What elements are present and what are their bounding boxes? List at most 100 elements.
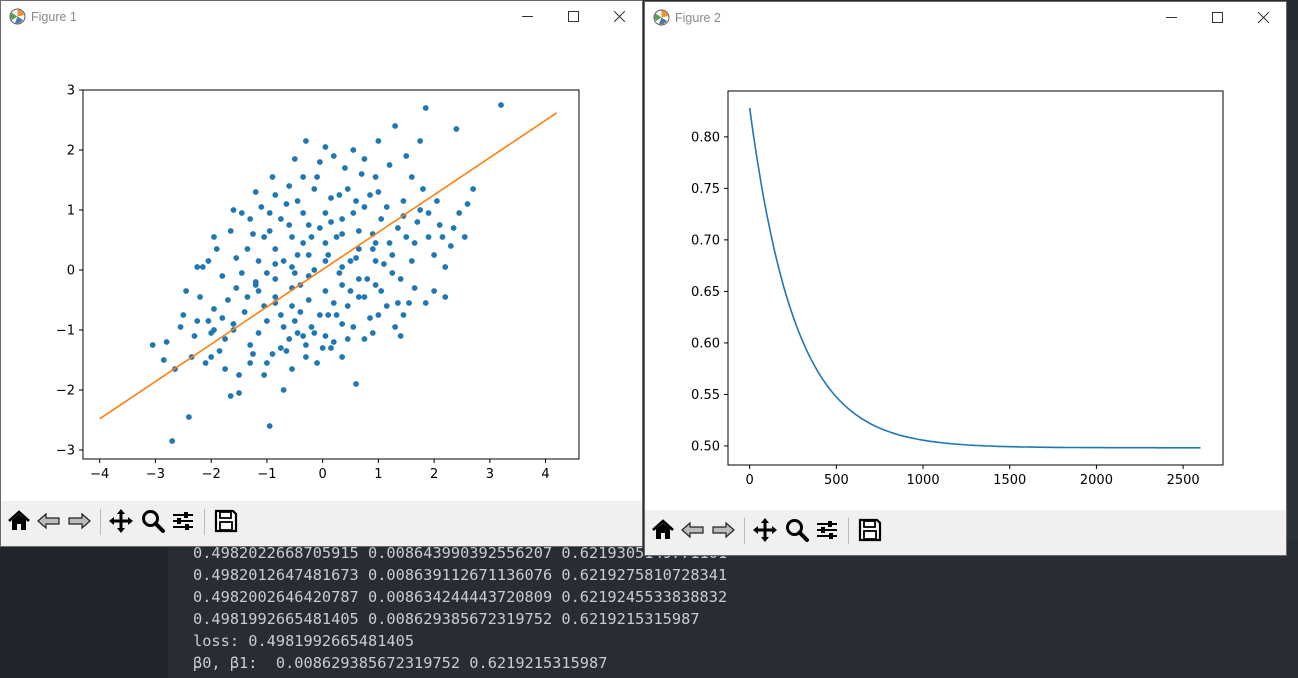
scatter-point [353, 381, 359, 387]
scatter-point [222, 366, 229, 372]
scatter-point [361, 204, 368, 210]
terminal-gutter [0, 540, 168, 678]
home-icon [8, 510, 30, 530]
scatter-point [180, 312, 187, 318]
scatter-point [322, 240, 329, 246]
zoom-icon [142, 510, 165, 533]
x-tick-label: −2 [202, 467, 221, 482]
y-tick-label: 0.70 [691, 233, 720, 248]
scatter-point [255, 258, 262, 264]
y-tick-label: 0.60 [691, 336, 720, 351]
scatter-points [149, 102, 504, 444]
scatter-point [280, 258, 287, 264]
scatter-point [250, 351, 256, 357]
scatter-point [397, 276, 404, 282]
scatter-point [400, 312, 407, 318]
title-bar[interactable]: Figure 1 [1, 1, 642, 33]
forward-arrow-icon [712, 521, 735, 539]
scatter-plot-canvas[interactable]: −4 −3 −2 −1 0 1 2 3 4 −3 −2 −1 0 1 2 3 [1, 33, 642, 511]
home-button[interactable] [5, 507, 33, 535]
scatter-point [328, 219, 334, 225]
scatter-point [264, 318, 270, 324]
close-button[interactable] [596, 1, 642, 33]
save-icon [214, 509, 238, 533]
scatter-point [169, 438, 176, 444]
scatter-point [208, 354, 215, 360]
scatter-point [300, 333, 307, 339]
scatter-point [358, 171, 365, 177]
minimize-button[interactable] [504, 1, 550, 33]
y-tick-label: 1 [67, 204, 75, 219]
navigation-toolbar [645, 510, 1286, 555]
scatter-point [236, 390, 242, 396]
scatter-point [361, 294, 368, 300]
configure-button[interactable] [813, 516, 841, 544]
scatter-point [219, 273, 226, 279]
scatter-point [322, 144, 329, 150]
forward-button[interactable] [709, 516, 737, 544]
loss-curve [748, 107, 1201, 449]
zoom-button[interactable] [783, 516, 811, 544]
zoom-button[interactable] [139, 507, 167, 535]
minimize-icon [522, 16, 533, 17]
scatter-point [378, 216, 385, 222]
scatter-point [247, 342, 254, 348]
scatter-point [163, 339, 170, 345]
scatter-point [339, 216, 346, 222]
scatter-point [233, 255, 240, 261]
scatter-point [316, 312, 323, 318]
title-bar[interactable]: Figure 2 [645, 2, 1286, 34]
scatter-point [272, 276, 279, 282]
scatter-point [305, 297, 312, 303]
x-tick-label: 4 [541, 467, 549, 482]
scatter-point [283, 201, 290, 207]
scatter-point [344, 186, 351, 192]
x-tick-label: 0 [746, 473, 754, 488]
scatter-point [322, 288, 329, 294]
scatter-point [286, 183, 293, 189]
scatter-point [333, 312, 340, 318]
scatter-point [325, 312, 332, 318]
maximize-button[interactable] [550, 1, 596, 33]
scatter-point [183, 288, 190, 294]
maximize-button[interactable] [1194, 2, 1240, 34]
scatter-point [372, 240, 379, 246]
scatter-point [355, 294, 362, 300]
zoom-icon [786, 519, 809, 542]
close-button[interactable] [1240, 2, 1286, 34]
back-button[interactable] [679, 516, 707, 544]
background-editor-strip [1286, 40, 1298, 540]
scatter-point [160, 357, 167, 363]
scatter-point [308, 324, 315, 330]
scatter-point [185, 414, 192, 420]
regression-line [99, 112, 558, 420]
scatter-point [244, 246, 251, 252]
scatter-point [394, 300, 401, 306]
scatter-point [375, 189, 382, 195]
scatter-point [464, 201, 471, 207]
axes-frame [727, 90, 1224, 466]
save-button[interactable] [856, 516, 884, 544]
save-button[interactable] [212, 507, 240, 535]
back-button[interactable] [35, 507, 63, 535]
scatter-point [191, 333, 198, 339]
pan-button[interactable] [751, 516, 779, 544]
scatter-point [386, 162, 393, 168]
minimize-button[interactable] [1148, 2, 1194, 34]
scatter-point [422, 105, 429, 111]
scatter-point [355, 276, 362, 282]
scatter-point [397, 333, 404, 339]
x-tick-label: 1 [374, 467, 382, 482]
configure-subplots-icon [817, 521, 837, 539]
configure-button[interactable] [169, 507, 197, 535]
loss-plot-canvas[interactable]: 0 500 1000 1500 2000 2500 0.50 0.55 0.60 0.65 0.70… [645, 34, 1286, 516]
pan-button[interactable] [107, 507, 135, 535]
scatter-point [347, 258, 354, 264]
home-button[interactable] [649, 516, 677, 544]
terminal-line: loss: 0.4981992665481405 [193, 632, 415, 650]
scatter-point [417, 207, 424, 213]
scatter-point [414, 219, 421, 225]
maximize-icon [568, 11, 579, 22]
back-arrow-icon [681, 521, 704, 539]
forward-button[interactable] [65, 507, 93, 535]
